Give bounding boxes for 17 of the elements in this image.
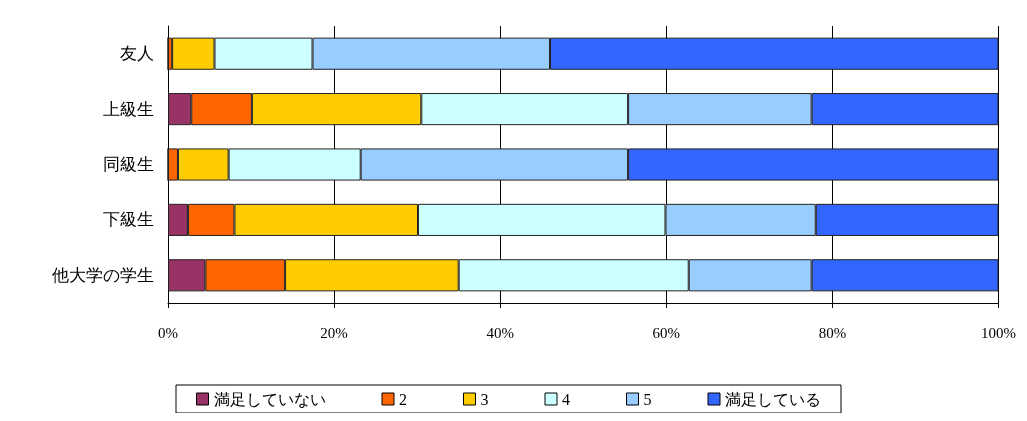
legend-label: 4 — [562, 390, 570, 408]
x-tick-label: 0% — [158, 324, 178, 341]
legend-label: 5 — [643, 390, 652, 408]
x-tick-label: 100% — [981, 324, 1016, 341]
y-tick-label: 他大学の学生 — [52, 265, 154, 285]
legend-label: 満足している — [725, 390, 821, 408]
y-tick-label: 下級生 — [103, 210, 154, 230]
x-tick-label: 60% — [652, 324, 681, 341]
y-tick-label: 友人 — [120, 44, 154, 64]
legend-label: 3 — [480, 390, 489, 408]
legend-label: 満足していない — [213, 390, 326, 408]
x-tick-label: 80% — [818, 324, 847, 341]
x-tick-label: 20% — [320, 324, 348, 341]
y-tick-label: 同級生 — [103, 155, 154, 174]
legend-label: 2 — [399, 390, 407, 408]
y-tick-label: 上級生 — [103, 99, 154, 119]
x-tick-label: 40% — [486, 324, 514, 341]
